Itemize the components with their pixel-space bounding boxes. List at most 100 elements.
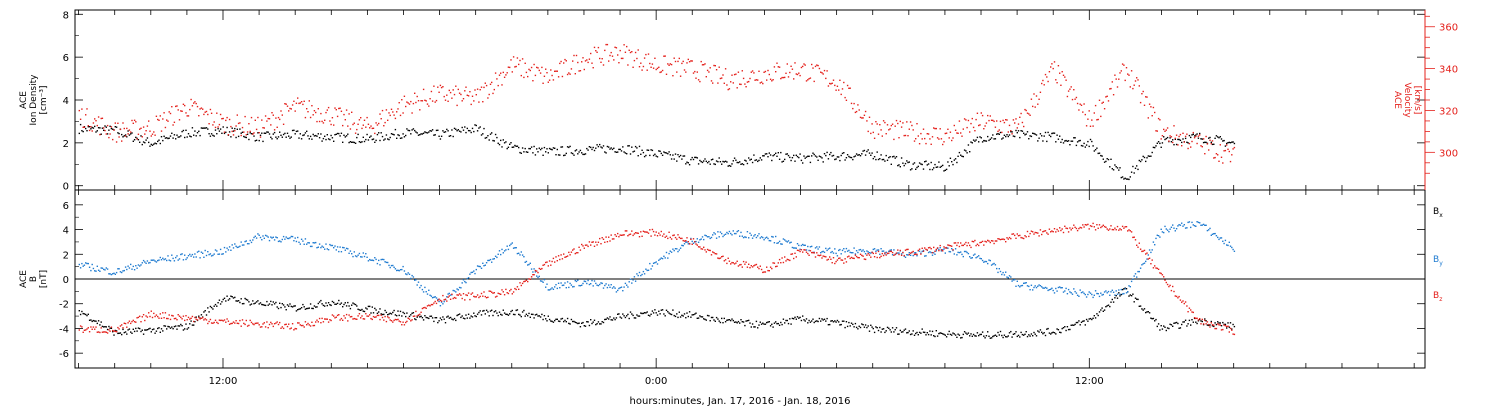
data-point — [484, 313, 486, 315]
data-point — [110, 326, 113, 328]
data-point — [990, 264, 993, 266]
data-point — [1087, 140, 1089, 143]
data-point — [712, 82, 714, 84]
data-point — [162, 330, 164, 332]
data-point — [88, 266, 91, 268]
data-point — [485, 136, 488, 139]
data-point — [352, 302, 354, 304]
data-point — [1228, 141, 1230, 144]
data-point — [448, 317, 450, 319]
data-point — [231, 244, 233, 246]
data-point — [91, 320, 93, 323]
data-point — [532, 80, 534, 82]
data-point — [1048, 228, 1051, 230]
data-point — [676, 248, 678, 250]
data-point — [754, 326, 756, 328]
data-point — [221, 253, 223, 255]
data-point — [764, 271, 767, 273]
data-point — [817, 254, 819, 256]
data-point — [543, 263, 546, 266]
data-point — [1201, 320, 1203, 323]
data-point — [248, 138, 250, 141]
data-point — [290, 327, 292, 329]
data-point — [1130, 171, 1133, 173]
data-point — [572, 249, 574, 251]
data-point — [812, 251, 814, 254]
data-point — [566, 317, 569, 320]
data-point — [561, 146, 564, 148]
data-point — [115, 331, 118, 333]
data-point — [1060, 229, 1062, 232]
data-point — [820, 320, 822, 322]
data-point — [875, 252, 877, 254]
data-point — [610, 319, 612, 321]
data-point — [1165, 281, 1167, 284]
data-point — [980, 137, 982, 139]
data-point — [875, 121, 877, 123]
data-point — [646, 311, 648, 313]
data-point — [803, 319, 805, 321]
data-point — [624, 282, 627, 285]
data-point — [863, 250, 866, 253]
data-point — [299, 102, 301, 104]
data-point — [920, 252, 922, 254]
data-point — [1193, 317, 1196, 320]
data-point — [872, 157, 874, 160]
data-point — [298, 137, 300, 139]
data-point — [184, 319, 186, 322]
data-point — [389, 136, 391, 139]
data-point — [1200, 145, 1202, 147]
data-point — [1208, 137, 1210, 139]
data-point — [230, 322, 232, 325]
data-point — [303, 306, 305, 308]
data-point — [505, 249, 507, 251]
data-point — [200, 107, 203, 109]
data-point — [913, 253, 916, 256]
data-point — [669, 250, 671, 252]
data-point — [1223, 139, 1225, 142]
data-point — [1160, 146, 1162, 148]
data-point — [365, 126, 367, 128]
data-point — [1039, 285, 1042, 287]
data-point — [831, 250, 833, 253]
data-point — [371, 259, 373, 261]
data-point — [983, 128, 985, 130]
data-point — [627, 145, 629, 147]
data-point — [953, 159, 955, 161]
data-point — [737, 320, 740, 323]
data-point — [822, 255, 824, 257]
data-point — [907, 331, 909, 334]
data-point — [295, 240, 298, 243]
data-point — [405, 105, 407, 108]
data-point — [782, 238, 785, 240]
data-point — [799, 248, 801, 250]
data-point — [320, 133, 322, 135]
data-point — [1010, 131, 1012, 133]
data-point — [1111, 228, 1113, 231]
data-point — [786, 258, 788, 261]
data-point — [778, 158, 781, 160]
data-point — [845, 261, 848, 263]
data-point — [401, 268, 403, 271]
data-point — [514, 247, 516, 249]
data-point — [929, 246, 931, 249]
data-point — [488, 139, 490, 141]
data-point — [749, 322, 751, 324]
data-point — [731, 74, 733, 76]
data-point — [615, 235, 618, 237]
data-point — [1078, 227, 1080, 230]
data-point — [978, 255, 980, 257]
data-point — [227, 249, 230, 251]
data-point — [1145, 253, 1147, 255]
data-point — [1175, 134, 1178, 136]
data-point — [255, 139, 258, 141]
data-point — [203, 127, 205, 129]
data-point — [394, 117, 397, 120]
data-point — [210, 322, 213, 324]
data-point — [297, 309, 299, 311]
data-point — [629, 278, 632, 280]
data-point — [803, 63, 805, 65]
data-point — [1050, 288, 1052, 290]
data-point — [1093, 150, 1095, 152]
data-point — [1089, 138, 1092, 141]
